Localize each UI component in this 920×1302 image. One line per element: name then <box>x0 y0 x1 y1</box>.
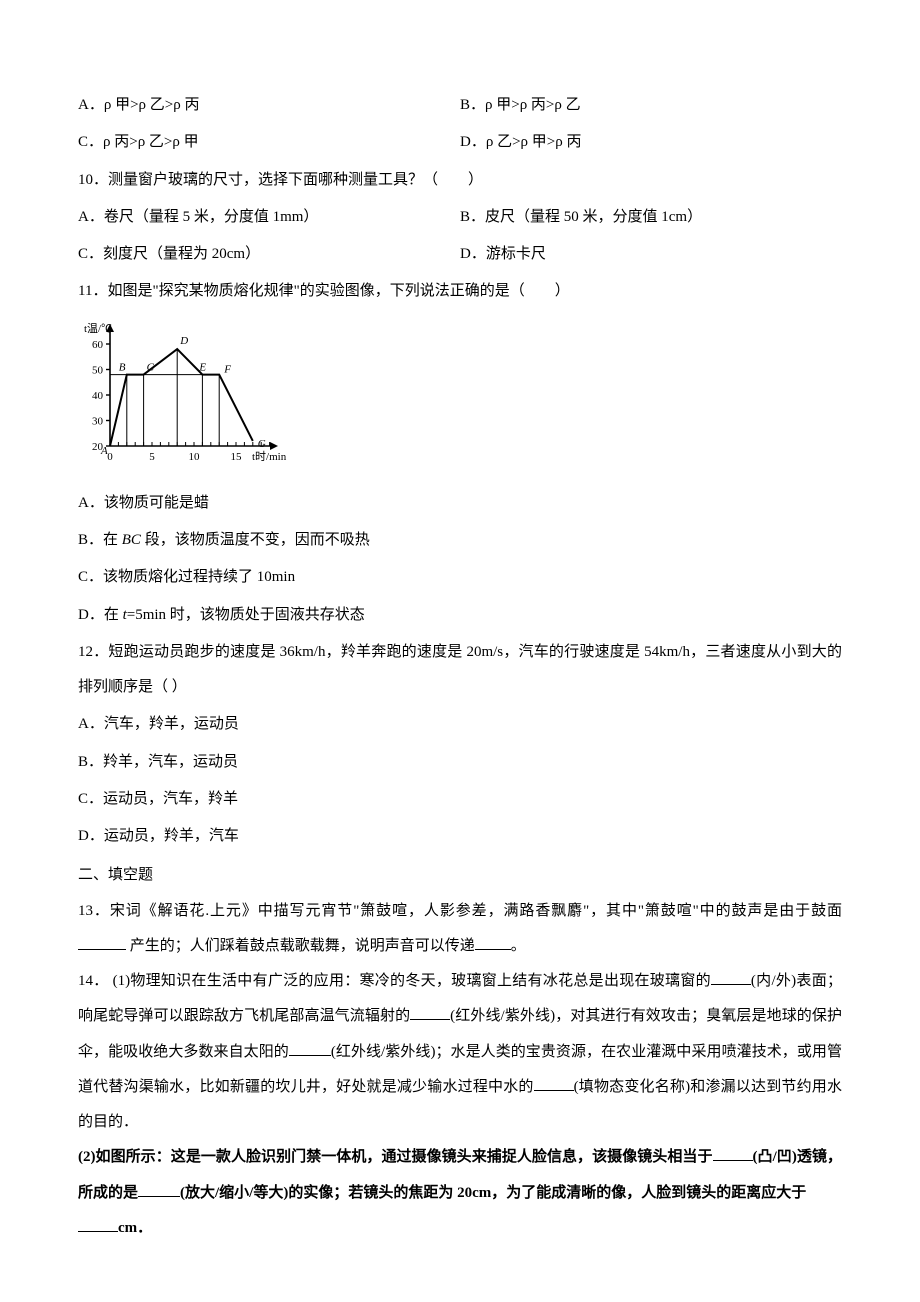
q10-option-b[interactable]: B．皮尺（量程 50 米，分度值 1cm） <box>460 200 842 235</box>
q14-t6: (2)如图所示：这是一款人脸识别门禁一体机，通过摄像镜头来捕捉人脸信息，该摄像镜… <box>78 1149 713 1165</box>
q11-d-post: =5min 时，该物质处于固液共存状态 <box>127 607 365 623</box>
q14-t8: (放大/缩小/等大)的实像；若镜头的焦距为 20cm，为了能成清晰的像，人脸到镜… <box>180 1185 806 1201</box>
svg-text:F: F <box>223 363 231 375</box>
q11-option-c[interactable]: C．该物质熔化过程持续了 10min <box>78 560 842 595</box>
q13: 13．宋词《解语花.上元》中描写元宵节"箫鼓喧，人影参差，满路香飘麝"，其中"箫… <box>78 894 842 965</box>
svg-text:10: 10 <box>189 451 201 463</box>
q11-option-b[interactable]: B．在 BC 段，该物质温度不变，因而不吸热 <box>78 523 842 558</box>
svg-text:G: G <box>258 437 266 449</box>
q14: 14． (1)物理知识在生活中有广泛的应用：寒冷的冬天，玻璃窗上结有冰花总是出现… <box>78 964 842 1140</box>
section-2-heading: 二、填空题 <box>78 858 842 893</box>
q14-blank-4[interactable] <box>534 1074 574 1091</box>
q11-option-d[interactable]: D．在 t=5min 时，该物质处于固液共存状态 <box>78 598 842 633</box>
q14-blank-1[interactable] <box>711 969 751 986</box>
q12-option-c[interactable]: C．运动员，汽车，羚羊 <box>78 782 842 817</box>
svg-text:A: A <box>100 445 108 457</box>
svg-text:B: B <box>119 361 126 373</box>
q14-p2: (2)如图所示：这是一款人脸识别门禁一体机，通过摄像镜头来捕捉人脸信息，该摄像镜… <box>78 1140 842 1211</box>
q14-blank-7[interactable] <box>78 1215 118 1232</box>
q14-t9: cm． <box>118 1220 152 1236</box>
q11-stem: 11．如图是"探究某物质熔化规律"的实验图像，下列说法正确的是（ ） <box>78 274 842 309</box>
q12-option-a[interactable]: A．汽车，羚羊，运动员 <box>78 707 842 742</box>
svg-text:30: 30 <box>92 415 104 427</box>
svg-text:D: D <box>179 335 188 347</box>
svg-text:40: 40 <box>92 390 104 402</box>
q14-p3: cm． <box>78 1211 842 1246</box>
q11-b-post: 段，该物质温度不变，因而不吸热 <box>141 532 370 548</box>
svg-text:0: 0 <box>107 451 113 463</box>
option-b[interactable]: B．ρ 甲>ρ 丙>ρ 乙 <box>460 88 842 123</box>
svg-text:C: C <box>147 361 155 373</box>
q14-blank-6[interactable] <box>138 1180 180 1197</box>
svg-text:5: 5 <box>149 451 155 463</box>
svg-text:t时/min: t时/min <box>252 450 287 463</box>
q14-blank-5[interactable] <box>713 1145 753 1162</box>
svg-text:t温/℃: t温/℃ <box>84 322 112 335</box>
q10-option-c[interactable]: C．刻度尺（量程为 20cm） <box>78 237 460 272</box>
q13-t1: 13．宋词《解语花.上元》中描写元宵节"箫鼓喧，人影参差，满路香飘麝"，其中"箫… <box>78 903 842 919</box>
q13-t3: 。 <box>511 938 526 954</box>
svg-text:50: 50 <box>92 364 104 376</box>
q13-t2: 产生的；人们踩着鼓点载歌载舞，说明声音可以传递 <box>130 938 475 954</box>
q13-blank-1[interactable] <box>78 933 126 950</box>
option-a[interactable]: A．ρ 甲>ρ 乙>ρ 丙 <box>78 88 460 123</box>
q13-blank-2[interactable] <box>475 933 511 950</box>
q12-option-d[interactable]: D．运动员，羚羊，汽车 <box>78 819 842 854</box>
q11-graph: 2030405060051015t温/℃t时/minABCDEFG <box>78 318 288 468</box>
q14-blank-3[interactable] <box>289 1039 331 1056</box>
option-d[interactable]: D．ρ 乙>ρ 甲>ρ 丙 <box>460 125 842 160</box>
q12-option-b[interactable]: B．羚羊，汽车，运动员 <box>78 745 842 780</box>
q11-b-pre: B．在 <box>78 532 122 548</box>
svg-text:15: 15 <box>231 451 243 463</box>
q12-stem: 12．短跑运动员跑步的速度是 36km/h，羚羊奔跑的速度是 20m/s，汽车的… <box>78 635 842 706</box>
svg-text:E: E <box>198 361 206 373</box>
q11-b-mid: BC <box>122 532 141 548</box>
q10-stem: 10．测量窗户玻璃的尺寸，选择下面哪种测量工具？（ ） <box>78 163 842 198</box>
q10-option-a[interactable]: A．卷尺（量程 5 米，分度值 1mm） <box>78 200 460 235</box>
q14-t1: 14． (1)物理知识在生活中有广泛的应用：寒冷的冬天，玻璃窗上结有冰花总是出现… <box>78 973 711 989</box>
q10-option-d[interactable]: D．游标卡尺 <box>460 237 842 272</box>
q11-d-pre: D．在 <box>78 607 123 623</box>
q11-option-a[interactable]: A．该物质可能是蜡 <box>78 486 842 521</box>
option-c[interactable]: C．ρ 丙>ρ 乙>ρ 甲 <box>78 125 460 160</box>
svg-text:60: 60 <box>92 339 104 351</box>
q14-blank-2[interactable] <box>410 1004 450 1021</box>
